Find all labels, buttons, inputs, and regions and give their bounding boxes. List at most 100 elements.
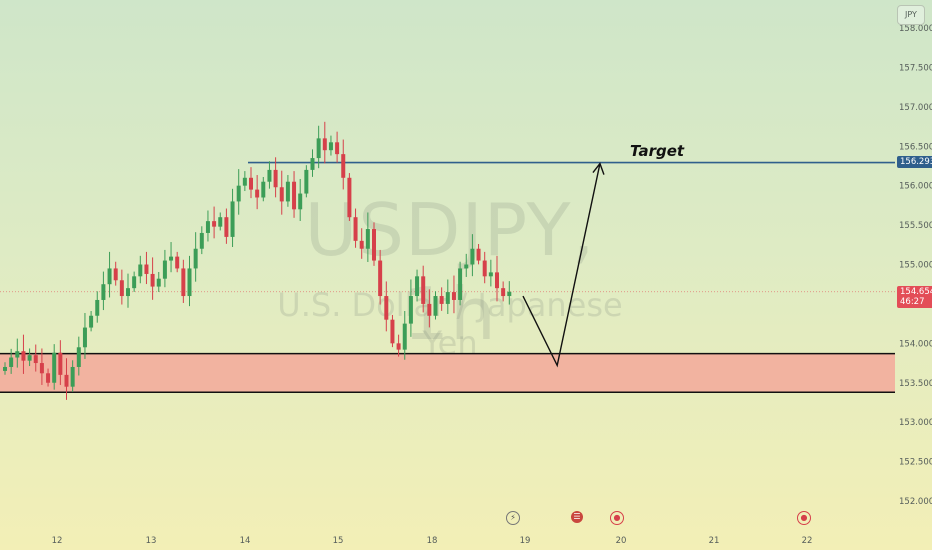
us-flag-icon[interactable]: ☰ xyxy=(571,511,583,523)
candle-body xyxy=(101,284,106,300)
candle-body xyxy=(187,268,192,297)
candle-body xyxy=(21,351,26,361)
candle-body xyxy=(507,291,512,297)
candle-body xyxy=(482,260,487,277)
candle-body xyxy=(58,352,63,375)
currency-badge[interactable]: JPY xyxy=(897,5,925,25)
candle-body xyxy=(95,299,100,316)
symbol-watermark: USDJPY, 1h xyxy=(304,188,596,356)
x-tick-label: 12 xyxy=(52,536,63,546)
y-tick-label: 155.000 xyxy=(899,261,932,271)
candle-body xyxy=(89,315,94,328)
x-tick-label: 13 xyxy=(146,536,157,546)
candle-body xyxy=(402,323,407,350)
candle-body xyxy=(427,303,432,316)
candle-body xyxy=(451,292,456,300)
bar-countdown: 46:27 xyxy=(900,297,925,307)
candle-body xyxy=(15,351,20,358)
candle-body xyxy=(249,177,253,190)
candle-body xyxy=(261,181,266,198)
candle-body xyxy=(33,355,38,364)
y-tick-label: 156.500 xyxy=(899,142,932,152)
projection-arrowhead xyxy=(592,162,605,175)
candle-body xyxy=(9,357,14,367)
candle-body xyxy=(113,268,118,281)
y-tick-label: 153.000 xyxy=(899,418,932,428)
candle-body xyxy=(218,217,223,227)
candle-body xyxy=(236,185,241,202)
event-circle-icon[interactable]: ● xyxy=(610,511,624,525)
candle-body xyxy=(347,177,352,218)
candle-body xyxy=(150,273,155,287)
event-circle-icon[interactable]: ● xyxy=(797,511,811,525)
candle-body xyxy=(353,217,358,241)
candle-body xyxy=(298,193,303,210)
candle-body xyxy=(64,374,69,387)
candle-body xyxy=(3,366,7,371)
candle-body xyxy=(126,288,130,297)
y-tick-label: 158.000 xyxy=(899,24,932,34)
support-zone xyxy=(0,353,895,393)
candle-body xyxy=(322,138,327,151)
candle-body xyxy=(421,276,426,304)
candle-body xyxy=(359,240,364,249)
candle-body xyxy=(445,292,450,304)
y-tick-label: 152.000 xyxy=(899,497,932,507)
candle-body xyxy=(433,296,438,316)
candle-body xyxy=(335,142,340,155)
candle-body xyxy=(464,264,469,269)
y-tick-label: 157.000 xyxy=(899,103,932,113)
candle-body xyxy=(119,280,124,297)
x-tick-label: 20 xyxy=(616,536,627,546)
candle-body xyxy=(162,260,167,279)
x-tick-label: 18 xyxy=(427,536,438,546)
candle-body xyxy=(267,169,272,182)
y-tick-label: 155.500 xyxy=(899,221,932,231)
candle-body xyxy=(205,221,210,233)
candle-body xyxy=(365,229,370,249)
current-price-label: 154.654 46:27 xyxy=(897,286,932,308)
y-tick-label: 156.000 xyxy=(899,182,932,192)
candle-body xyxy=(285,181,290,202)
candle-body xyxy=(181,268,186,297)
target-annotation: Target xyxy=(630,142,685,160)
candle-body xyxy=(39,363,44,374)
y-tick-label: 154.000 xyxy=(899,339,932,349)
candle-body xyxy=(132,276,137,289)
x-tick-label: 14 xyxy=(240,536,251,546)
x-tick-label: 19 xyxy=(520,536,531,546)
candle-body xyxy=(316,138,321,159)
candle-body xyxy=(415,276,420,297)
candle-body xyxy=(341,154,346,178)
candle-body xyxy=(212,221,217,227)
candle-body xyxy=(501,288,506,297)
candle-body xyxy=(408,296,413,324)
candle-body xyxy=(476,248,481,261)
candle-body xyxy=(384,296,389,320)
candle-body xyxy=(52,352,57,383)
candle-body xyxy=(372,229,376,261)
candle-body xyxy=(27,355,32,361)
candle-body xyxy=(230,201,235,237)
candle-body xyxy=(169,256,174,261)
candle-body xyxy=(310,158,315,170)
target-price-label: 156.293 xyxy=(897,156,932,168)
candle-body xyxy=(273,169,278,188)
candle-body xyxy=(439,296,444,304)
candle-body xyxy=(304,169,309,194)
candle-body xyxy=(378,260,383,297)
y-tick-label: 157.500 xyxy=(899,63,932,73)
projection-path xyxy=(522,163,601,368)
candle-body xyxy=(70,366,75,387)
y-tick-label: 153.500 xyxy=(899,379,932,389)
candle-body xyxy=(470,248,475,265)
candle-body xyxy=(144,264,149,274)
lightning-icon[interactable]: ⚡ xyxy=(506,511,520,525)
y-tick-label: 152.500 xyxy=(899,458,932,468)
x-tick-label: 21 xyxy=(709,536,720,546)
candle-body xyxy=(224,217,229,237)
candle-body xyxy=(199,232,204,249)
candle-body xyxy=(292,181,297,210)
